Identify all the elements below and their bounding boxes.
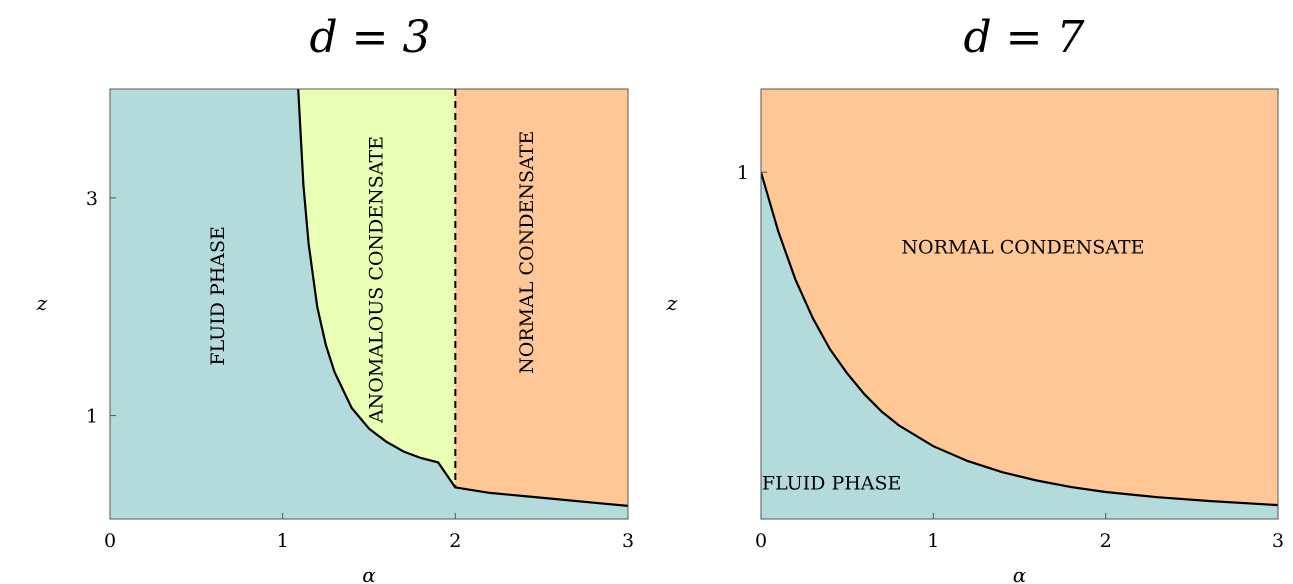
chart-title: d = 3 [310, 12, 431, 63]
y-tick-label: 1 [737, 162, 749, 184]
chart-1: 0 1 2 3 1 α z d = 7 NORMAL CONDENSATE FLUID PHASE [666, 12, 1284, 584]
x-tick-label: 3 [1272, 530, 1284, 552]
x-tick-label: 3 [622, 530, 634, 552]
region-label: NORMAL CONDENSATE [901, 237, 1144, 259]
y-tick-label: 3 [86, 188, 98, 210]
x-tick-label: 1 [277, 530, 289, 552]
plot-area [761, 89, 1278, 519]
plot-frame [109, 88, 629, 520]
phase-boundary-curve [297, 89, 628, 507]
plot-area [110, 89, 628, 519]
x-tick-label: 0 [755, 530, 767, 552]
x-axis-label: α [1013, 563, 1027, 584]
region-label: FLUID PHASE [207, 226, 229, 366]
x-tick-label: 0 [104, 530, 116, 552]
normal-condensate-region [455, 89, 628, 506]
chart-title: d = 7 [964, 12, 1085, 63]
chart-0: 0 1 2 3 1 3 α z d = 3 FLUID PHASE ANOMALOUS CONDEN… [36, 12, 634, 584]
x-tick-label: 2 [1100, 530, 1112, 552]
region-label: FLUID PHASE [762, 472, 902, 494]
y-tick-label: 1 [86, 406, 98, 428]
plot-frame [760, 88, 1279, 520]
x-tick-label: 1 [927, 530, 939, 552]
region-label: ANOMALOUS CONDENSATE [366, 136, 388, 424]
phase-boundary-curve [761, 171, 1278, 507]
y-axis-label: z [36, 291, 48, 315]
y-axis-label: z [666, 291, 678, 315]
x-tick-label: 2 [449, 530, 461, 552]
region-label: NORMAL CONDENSATE [516, 131, 538, 374]
x-axis-label: α [362, 563, 376, 584]
anomalous-condensate-region [298, 89, 456, 488]
fluid-region [761, 172, 1278, 519]
